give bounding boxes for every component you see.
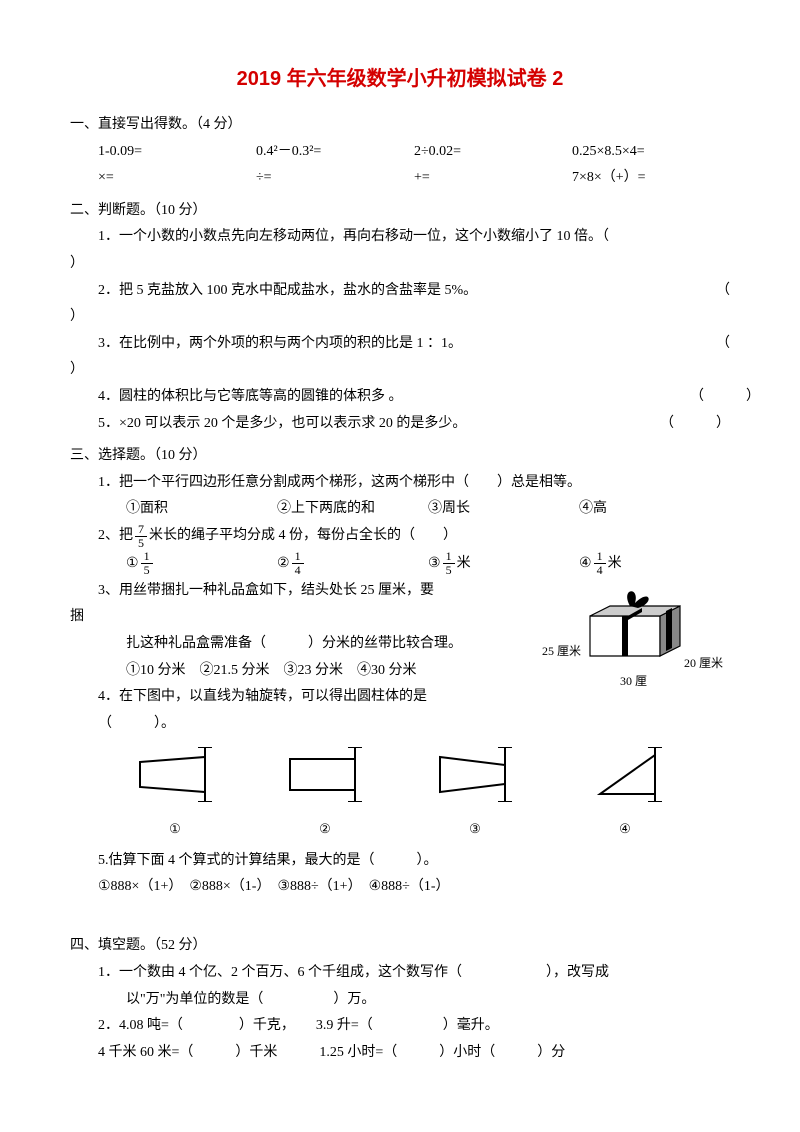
s3-q3-wrap: 3、用丝带捆扎一种礼品盒如下，结头处长 25 厘米，要 捆 扎这种礼品盒需准备（… — [70, 578, 730, 738]
s2-q2-close: ） — [70, 304, 730, 331]
s2-q4-txt: 4．圆柱的体积比与它等底等高的圆锥的体积多 。 — [98, 384, 690, 411]
shape-4-label: ④ — [580, 817, 670, 842]
s2-q3: 3．在比例中，两个外项的积与两个内项的积的比是 1 ：1。 （ — [70, 331, 730, 358]
s2-q1: 1．一个小数的小数点先向左移动两位，再向右移动一位，这个小数缩小了 10 倍。（ — [70, 224, 730, 251]
gift-label-20: 20 厘米 — [684, 652, 723, 675]
s3-q4b: （ ）。 — [70, 711, 542, 738]
s2-q3-paren: （ — [690, 331, 730, 358]
s2-q5-txt: 5．×20 可以表示 20 个是多少，也可以表示求 20 的是多少。 — [98, 411, 650, 438]
s3-q2-a: 2、把 — [98, 523, 133, 550]
s2-q3-close: ） — [70, 357, 730, 384]
s3-q3b: 扎这种礼品盒需准备（ ）分米的丝带比较合理。 — [70, 631, 542, 658]
s4-q1a: 1．一个数由 4 个亿、2 个百万、6 个千组成，这个数写作（ ），改写成 — [70, 960, 730, 987]
frac-7-5: 75 — [135, 523, 147, 550]
section4-head: 四、填空题。（52 分） — [70, 933, 730, 960]
s3-q4-shapes: ① ② ③ ④ — [70, 737, 730, 847]
shape-3-label: ③ — [430, 817, 520, 842]
s1-r1-2: 2÷0.02= — [414, 139, 572, 166]
s3-q2: 2、把 75 米长的绳子平均分成 4 份，每份占全长的（ ） — [70, 523, 730, 550]
shape-2: ② — [280, 747, 370, 841]
section3-head: 三、选择题。（10 分） — [70, 443, 730, 470]
s2-q2: 2．把 5 克盐放入 100 克水中配成盐水，盐水的含盐率是 5%。 （ — [70, 278, 730, 305]
s3-q1-o3: ③周长 — [428, 496, 579, 523]
s3-q2-opts: ①15 ②14 ③15米 ④14米 — [70, 550, 730, 578]
section2-head: 二、判断题。（10 分） — [70, 198, 730, 225]
exam-title: 2019 年六年级数学小升初模拟试卷 2 — [70, 60, 730, 98]
s1-r1-1: 0.4²－0.3²= — [256, 139, 414, 166]
shape-4: ④ — [580, 747, 670, 841]
s1-r1-0: 1-0.09= — [98, 139, 256, 166]
s2-q1-close: ） — [70, 251, 730, 278]
s2-q2-txt: 2．把 5 克盐放入 100 克水中配成盐水，盐水的含盐率是 5%。 — [98, 278, 690, 305]
s1-r1-3: 0.25×8.5×4= — [572, 139, 730, 166]
s3-q1-o4: ④高 — [579, 496, 730, 523]
s3-q1-opts: ①面积 ②上下两底的和 ③周长 ④高 — [70, 496, 730, 523]
s3-q2-o3: ③15米 — [428, 550, 579, 578]
s2-q4-paren: （ ） — [690, 384, 730, 411]
shape-2-label: ② — [280, 817, 370, 842]
s1-r2-0: ×= — [98, 165, 256, 192]
s3-q3a2: 捆 — [70, 604, 542, 631]
s3-q2-o2: ②14 — [277, 550, 428, 578]
s3-q2-b: 米长的绳子平均分成 4 份，每份占全长的（ ） — [149, 523, 457, 550]
s3-q5-opts: ①888×（1+） ②888×（1-） ③888÷（1+） ④888÷（1-） — [70, 874, 730, 901]
s3-q1-o2: ②上下两底的和 — [277, 496, 428, 523]
s2-q5-paren: （ ） — [650, 411, 730, 438]
s3-q1: 1．把一个平行四边形任意分割成两个梯形，这两个梯形中（ ）总是相等。 — [70, 470, 730, 497]
gift-box-figure: 25 厘米 30 厘 20 厘米 — [550, 578, 730, 688]
s4-q1b: 以"万"为单位的数是（ ）万。 — [70, 987, 730, 1014]
s2-q5: 5．×20 可以表示 20 个是多少，也可以表示求 20 的是多少。 （ ） — [70, 411, 730, 438]
s1-r2-2: += — [414, 165, 572, 192]
shape-1: ① — [130, 747, 220, 841]
s3-q2-o1: ①15 — [126, 550, 277, 578]
s1-r2-1: ÷= — [256, 165, 414, 192]
gift-label-30: 30 厘 — [620, 670, 647, 693]
shape-3: ③ — [430, 747, 520, 841]
s3-q3a: 3、用丝带捆扎一种礼品盒如下，结头处长 25 厘米，要 — [70, 578, 542, 605]
gift-box-icon — [580, 578, 700, 668]
s3-q5: 5.估算下面 4 个算式的计算结果，最大的是（ ）。 — [70, 848, 730, 875]
s3-q3opts: ①10 分米 ②21.5 分米 ③23 分米 ④30 分米 — [70, 658, 542, 685]
s2-q2-paren: （ — [690, 278, 730, 305]
s4-q2b: 4 千米 60 米=（ ）千米 1.25 小时=（ ）小时（ ）分 — [70, 1040, 730, 1067]
s2-q3-txt: 3．在比例中，两个外项的积与两个内项的积的比是 1 ：1。 — [98, 331, 690, 358]
s3-q2-o4: ④14米 — [579, 550, 730, 578]
s3-q1-o1: ①面积 — [126, 496, 277, 523]
s2-q4: 4．圆柱的体积比与它等底等高的圆锥的体积多 。 （ ） — [70, 384, 730, 411]
s1-row2: ×= ÷= += 7×8×（+）= — [70, 165, 730, 192]
s3-q4a: 4．在下图中，以直线为轴旋转，可以得出圆柱体的是 — [70, 684, 542, 711]
s1-r2-3: 7×8×（+）= — [572, 165, 730, 192]
s4-q2a: 2．4.08 吨=（ ）千克， 3.9 升=（ ）毫升。 — [70, 1013, 730, 1040]
shape-1-label: ① — [130, 817, 220, 842]
s1-row1: 1-0.09= 0.4²－0.3²= 2÷0.02= 0.25×8.5×4= — [70, 139, 730, 166]
section1-head: 一、直接写出得数。（4 分） — [70, 112, 730, 139]
gift-label-25: 25 厘米 — [542, 640, 581, 663]
